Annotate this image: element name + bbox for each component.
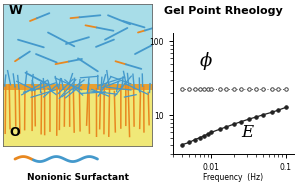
- Text: E: E: [241, 124, 253, 141]
- Bar: [3, 84, 153, 90]
- X-axis label: Frequency  (Hz): Frequency (Hz): [203, 174, 263, 182]
- Bar: [3, 4, 153, 90]
- Text: Gel Point Rheology: Gel Point Rheology: [164, 6, 282, 16]
- Text: W: W: [9, 4, 23, 17]
- Text: Nonionic Surfactant: Nonionic Surfactant: [27, 173, 129, 182]
- Text: ϕ: ϕ: [200, 52, 212, 70]
- Text: O: O: [9, 126, 20, 139]
- Bar: [3, 84, 153, 147]
